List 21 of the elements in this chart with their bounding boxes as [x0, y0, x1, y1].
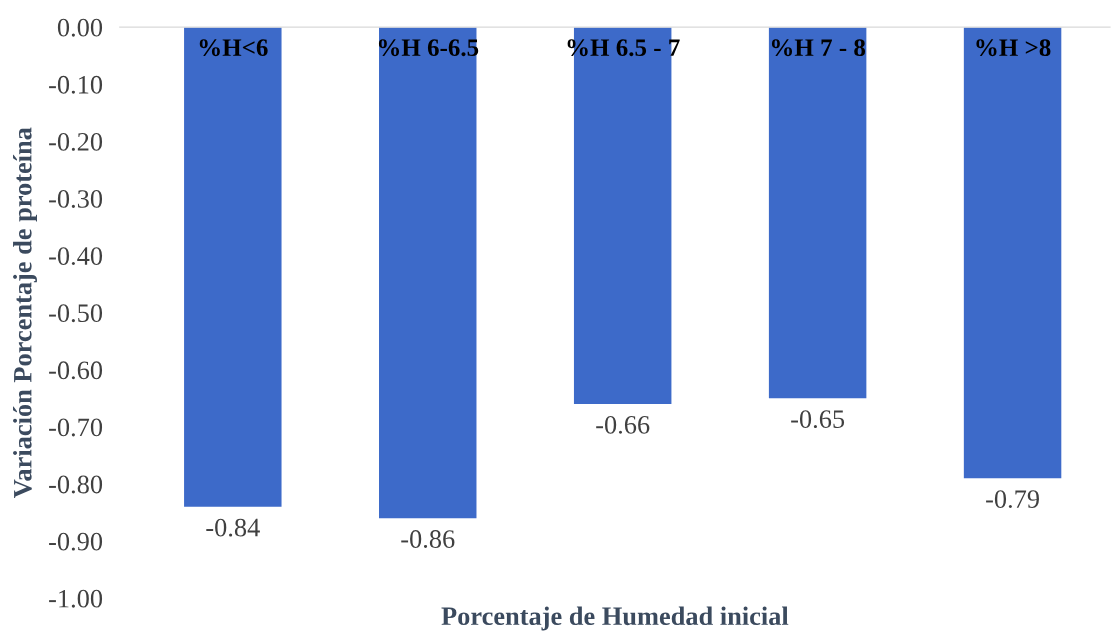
data-label: -0.66 [596, 415, 650, 434]
y-tick-label: -0.40 [49, 247, 103, 266]
y-axis-title: Variación Porcentaje de proteína [13, 127, 37, 498]
data-label: -0.79 [986, 490, 1039, 509]
y-tick-label: -0.50 [49, 304, 103, 323]
y-tick-label: -0.10 [49, 75, 103, 94]
y-tick-label: 0.00 [57, 18, 103, 37]
x-axis-title: Porcentaje de Humedad inicial [441, 606, 789, 631]
y-tick-label: -0.90 [49, 532, 103, 551]
x-tick-label: %H<6 [199, 39, 268, 57]
y-tick-label: -1.00 [49, 589, 103, 608]
data-label: -0.65 [791, 410, 845, 429]
y-tick-label: -0.30 [49, 190, 103, 208]
y-tick-label: -0.60 [49, 361, 103, 380]
x-tick-label: %H 7 - 8 [771, 39, 866, 57]
data-label: -0.86 [401, 530, 455, 549]
data-label: -0.84 [206, 518, 260, 537]
y-tick-label: -0.80 [49, 475, 103, 494]
y-tick-label: -0.70 [49, 418, 103, 437]
x-tick-label: %H >8 [976, 39, 1051, 57]
y-tick-label: -0.20 [49, 132, 103, 151]
